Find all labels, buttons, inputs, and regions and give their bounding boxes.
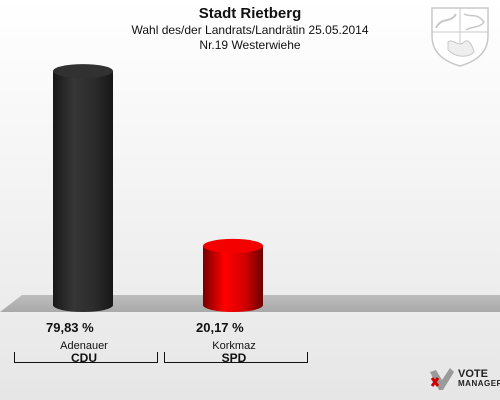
bracket-spd [164,352,308,363]
candidate-label-adenauer: Adenauer [60,340,108,352]
logo-word-manager: MANAGER [458,379,500,388]
chart-title: Stadt Rietberg [198,5,302,22]
bracket-cdu [14,352,158,363]
bar-korkmaz [203,245,263,312]
bar-top-korkmaz [203,238,263,253]
value-label-adenauer: 79,83 % [46,320,94,335]
vote-manager-logo-icon [430,368,454,390]
district-label: Nr.19 Westerwiehe [199,38,301,52]
party-label-cdu: CDU [71,351,97,365]
vote-manager-logo-text: VOTE MANAGER [458,369,500,389]
candidate-label-korkmaz: Korkmaz [212,340,256,352]
bar-adenauer [53,71,113,312]
bar-top-adenauer [53,64,113,79]
chart-subtitle: Wahl des/der Landrats/Landrätin 25.05.20… [131,23,369,37]
party-label-spd: SPD [221,351,247,365]
value-label-korkmaz: 20,17 % [196,320,244,335]
logo-word-vote: VOTE [458,368,488,380]
coat-of-arms-icon [431,7,489,67]
